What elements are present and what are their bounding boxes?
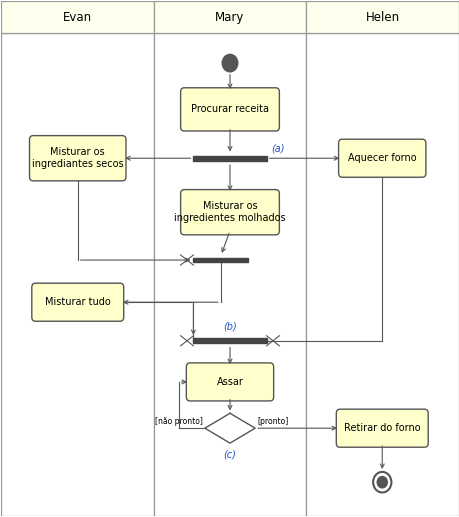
Bar [306,33,458,515]
Circle shape [372,472,391,493]
Text: Assar: Assar [216,377,243,387]
FancyBboxPatch shape [29,135,126,181]
Text: Misturar os
ingredientes molhados: Misturar os ingredientes molhados [174,202,285,223]
Bar [1,33,153,515]
Text: Evan: Evan [63,11,92,24]
Bar [193,339,266,343]
Polygon shape [204,413,255,443]
FancyBboxPatch shape [180,190,279,235]
FancyBboxPatch shape [186,363,273,401]
Text: Helen: Helen [364,11,399,24]
Text: Mary: Mary [215,11,244,24]
Circle shape [222,54,237,72]
Bar [193,258,248,262]
Bar [1,2,153,33]
FancyBboxPatch shape [180,88,279,131]
Circle shape [376,477,386,488]
FancyBboxPatch shape [338,139,425,177]
Bar [153,33,306,515]
Text: Retirar do forno: Retirar do forno [343,423,420,433]
FancyBboxPatch shape [32,283,123,321]
Text: (b): (b) [223,322,236,331]
Text: [não pronto]: [não pronto] [154,417,202,426]
FancyBboxPatch shape [336,409,427,447]
Bar [193,156,266,161]
Text: (a): (a) [270,144,284,154]
Text: Procurar receita: Procurar receita [190,104,269,114]
Text: Misturar os
ingrediantes secos: Misturar os ingrediantes secos [32,147,123,169]
Bar [153,2,306,33]
Text: [pronto]: [pronto] [257,417,288,426]
Text: Aquecer forno: Aquecer forno [347,153,416,163]
Text: (c): (c) [223,450,236,460]
Text: Misturar tudo: Misturar tudo [45,297,110,307]
Bar [306,2,458,33]
